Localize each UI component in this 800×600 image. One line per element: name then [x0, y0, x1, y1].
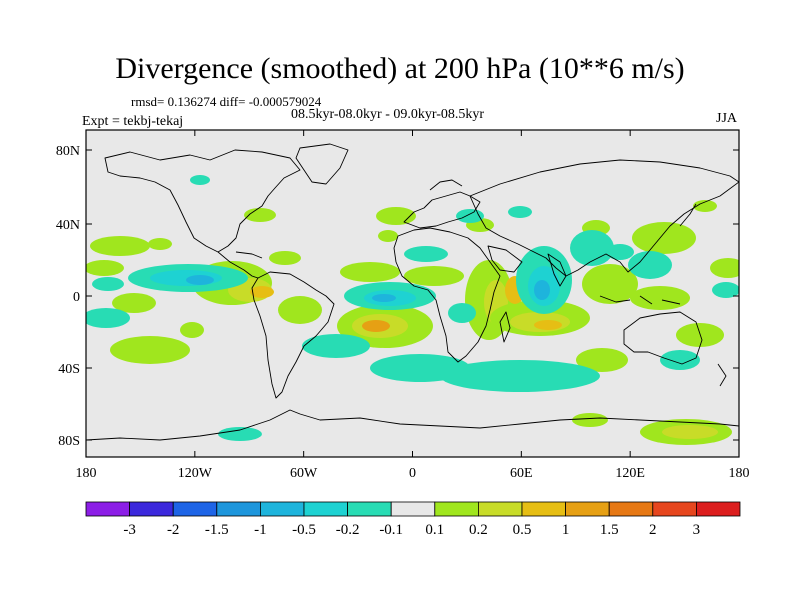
lat-tick-label: 40S — [58, 362, 80, 377]
colorbar-swatch — [303, 501, 348, 517]
colorbar-label: 0.5 — [513, 522, 532, 538]
colorbar-label: -3 — [123, 522, 136, 538]
lat-tick-label: 80S — [58, 434, 80, 449]
colorbar-label: 1 — [562, 522, 570, 538]
colorbar-swatch — [608, 501, 654, 517]
colorbar-swatch — [259, 501, 305, 517]
colorbar-swatch — [347, 501, 392, 517]
colorbar-label: 0.2 — [469, 522, 488, 538]
colorbar-label: 3 — [693, 522, 701, 538]
experiment-label: Expt = tekbj-tekaj — [82, 114, 184, 129]
colorbar-swatch — [85, 501, 130, 517]
colorbar-label: -2 — [167, 522, 180, 538]
season-label: JJA — [716, 111, 738, 126]
stats-label: rmsd= 0.136274 diff= -0.000579024 — [131, 94, 322, 109]
colorbar-label: -0.5 — [292, 522, 316, 538]
coastlines — [86, 143, 739, 441]
lon-tick-label: 0 — [409, 466, 416, 481]
colorbar-swatch — [565, 501, 610, 517]
colorbar-swatch — [129, 501, 174, 517]
positive-anomalies — [86, 200, 739, 445]
lon-tick-label: 60E — [510, 466, 533, 481]
colorbar-swatch — [172, 501, 218, 517]
colorbar-label: 0.1 — [425, 522, 444, 538]
lon-tick-label: 180 — [76, 466, 97, 481]
divergence-field — [86, 143, 739, 445]
colorbar-label: 2 — [649, 522, 657, 538]
colorbar-swatch — [216, 501, 261, 517]
colorbar-label: -1 — [254, 522, 267, 538]
colorbar: -3 -2 -1.5 -1 -0.5 -0.2 -0.1 0.1 0.2 0.5 1 1.5 2 3 — [85, 501, 741, 538]
lon-tick-label: 120E — [615, 466, 645, 481]
colorbar-swatch — [434, 501, 479, 517]
negative-anomalies — [86, 175, 739, 441]
colorbar-label: -1.5 — [205, 522, 229, 538]
colorbar-label: 1.5 — [600, 522, 619, 538]
lon-tick-label: 180 — [729, 466, 750, 481]
colorbar-swatch — [696, 501, 741, 517]
longitude-axis: 180 120W 60W 0 60E 120E 180 — [76, 130, 750, 481]
colorbar-swatch — [652, 501, 697, 517]
lat-tick-label: 40N — [56, 218, 80, 233]
lon-tick-label: 120W — [178, 466, 213, 481]
lon-tick-label: 60W — [290, 466, 318, 481]
colorbar-swatch — [477, 501, 523, 517]
latitude-axis: 80N 40N 0 40S 80S — [56, 144, 739, 449]
colorbar-label: -0.1 — [379, 522, 403, 538]
period-label: 08.5kyr-08.0kyr - 09.0kyr-08.5kyr — [291, 107, 485, 122]
lat-tick-label: 80N — [56, 144, 80, 159]
colorbar-swatch — [521, 501, 566, 517]
plot-title: Divergence (smoothed) at 200 hPa (10**6 … — [115, 52, 685, 85]
colorbar-label: -0.2 — [336, 522, 360, 538]
colorbar-swatch — [390, 501, 436, 517]
lat-tick-label: 0 — [73, 290, 80, 305]
